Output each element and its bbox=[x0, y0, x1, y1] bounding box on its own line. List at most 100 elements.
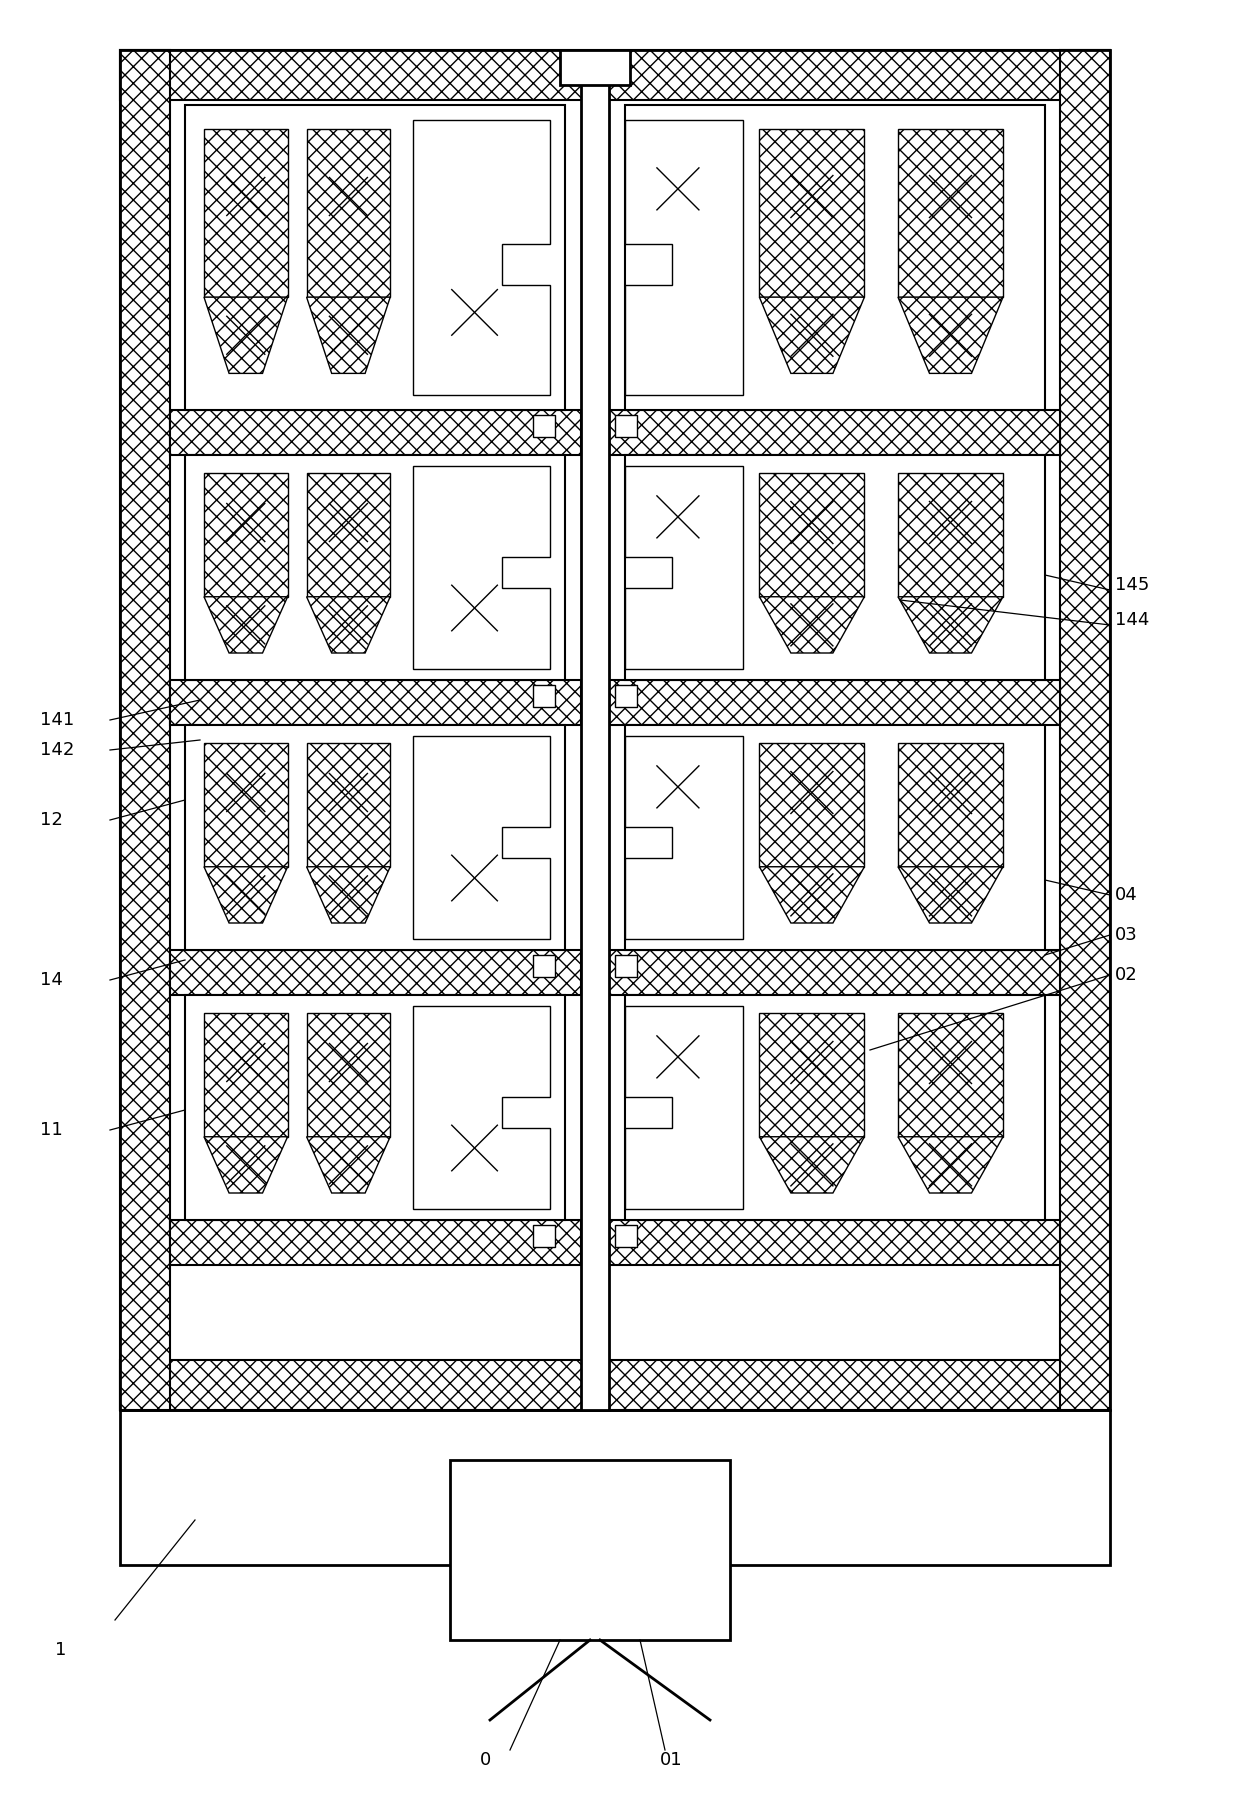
Bar bbox=[185, 105, 565, 411]
Bar bbox=[306, 742, 391, 867]
Bar bbox=[1060, 51, 1110, 1410]
Polygon shape bbox=[759, 297, 864, 373]
Bar bbox=[205, 472, 288, 597]
Bar bbox=[120, 51, 170, 1410]
Text: 11: 11 bbox=[40, 1120, 63, 1138]
Bar bbox=[306, 129, 391, 297]
Bar bbox=[1060, 51, 1110, 1410]
Polygon shape bbox=[413, 1006, 549, 1209]
Text: 14: 14 bbox=[40, 970, 63, 988]
Polygon shape bbox=[898, 867, 1003, 923]
Bar bbox=[306, 1014, 391, 1137]
Bar bbox=[170, 411, 582, 454]
Polygon shape bbox=[306, 597, 391, 653]
Bar bbox=[898, 742, 1003, 867]
Bar bbox=[898, 1014, 1003, 1137]
Bar bbox=[560, 51, 630, 85]
Polygon shape bbox=[306, 1137, 391, 1193]
Bar bbox=[170, 1220, 582, 1265]
Polygon shape bbox=[205, 297, 288, 373]
Text: 12: 12 bbox=[40, 811, 63, 829]
Bar bbox=[306, 742, 391, 867]
Bar bbox=[615, 1225, 637, 1247]
Bar bbox=[759, 742, 864, 867]
Bar bbox=[533, 414, 556, 436]
Polygon shape bbox=[625, 119, 743, 395]
Text: 04: 04 bbox=[1115, 887, 1138, 903]
Bar bbox=[625, 105, 1045, 411]
Bar bbox=[185, 726, 565, 950]
Bar bbox=[609, 1220, 1060, 1265]
Polygon shape bbox=[306, 867, 391, 923]
Text: 141: 141 bbox=[40, 711, 74, 729]
Bar bbox=[533, 1225, 556, 1247]
Bar bbox=[898, 1014, 1003, 1137]
Text: 142: 142 bbox=[40, 740, 74, 758]
Bar bbox=[170, 950, 582, 996]
Bar bbox=[615, 414, 637, 436]
Bar bbox=[898, 129, 1003, 297]
Text: 01: 01 bbox=[660, 1750, 683, 1768]
Text: 145: 145 bbox=[1115, 576, 1149, 594]
Polygon shape bbox=[306, 297, 391, 373]
Bar bbox=[759, 129, 864, 297]
Bar bbox=[609, 1220, 1060, 1265]
Polygon shape bbox=[898, 597, 1003, 653]
Bar bbox=[205, 129, 288, 297]
Polygon shape bbox=[413, 467, 549, 668]
Bar bbox=[205, 742, 288, 867]
Bar bbox=[898, 472, 1003, 597]
Bar bbox=[625, 726, 1045, 950]
Polygon shape bbox=[205, 867, 288, 923]
Bar bbox=[185, 454, 565, 681]
Polygon shape bbox=[759, 1137, 864, 1193]
Bar bbox=[205, 1014, 288, 1137]
Bar bbox=[120, 51, 1110, 1410]
Bar bbox=[609, 681, 1060, 726]
Bar bbox=[898, 129, 1003, 297]
Polygon shape bbox=[625, 467, 743, 668]
Bar bbox=[759, 129, 864, 297]
Bar bbox=[170, 950, 582, 996]
Text: 0: 0 bbox=[480, 1750, 491, 1768]
Polygon shape bbox=[413, 119, 549, 395]
Bar bbox=[205, 1014, 288, 1137]
Bar bbox=[759, 472, 864, 597]
Polygon shape bbox=[205, 597, 288, 653]
Bar bbox=[205, 472, 288, 597]
Bar bbox=[120, 1359, 1110, 1410]
Polygon shape bbox=[205, 1137, 288, 1193]
Bar bbox=[170, 681, 582, 726]
Polygon shape bbox=[413, 737, 549, 939]
Bar bbox=[120, 51, 1110, 100]
Bar bbox=[205, 129, 288, 297]
Bar bbox=[306, 1014, 391, 1137]
Bar bbox=[120, 1410, 1110, 1566]
Bar bbox=[170, 1220, 582, 1265]
Polygon shape bbox=[898, 297, 1003, 373]
Bar bbox=[533, 956, 556, 977]
Bar bbox=[759, 742, 864, 867]
Polygon shape bbox=[898, 1137, 1003, 1193]
Text: 03: 03 bbox=[1115, 927, 1138, 945]
Text: 144: 144 bbox=[1115, 612, 1149, 630]
Bar bbox=[609, 681, 1060, 726]
Bar bbox=[533, 684, 556, 708]
Text: 1: 1 bbox=[55, 1642, 67, 1660]
Bar bbox=[609, 411, 1060, 454]
Bar bbox=[759, 1014, 864, 1137]
Bar bbox=[170, 681, 582, 726]
Bar bbox=[120, 1359, 1110, 1410]
Polygon shape bbox=[759, 597, 864, 653]
Polygon shape bbox=[759, 867, 864, 923]
Bar bbox=[759, 472, 864, 597]
Bar bbox=[120, 51, 1110, 100]
Bar bbox=[625, 996, 1045, 1220]
Polygon shape bbox=[625, 1006, 743, 1209]
Bar bbox=[625, 454, 1045, 681]
Bar bbox=[582, 51, 609, 1410]
Bar bbox=[609, 411, 1060, 454]
Bar bbox=[205, 742, 288, 867]
Bar bbox=[898, 472, 1003, 597]
Bar bbox=[450, 1461, 730, 1640]
